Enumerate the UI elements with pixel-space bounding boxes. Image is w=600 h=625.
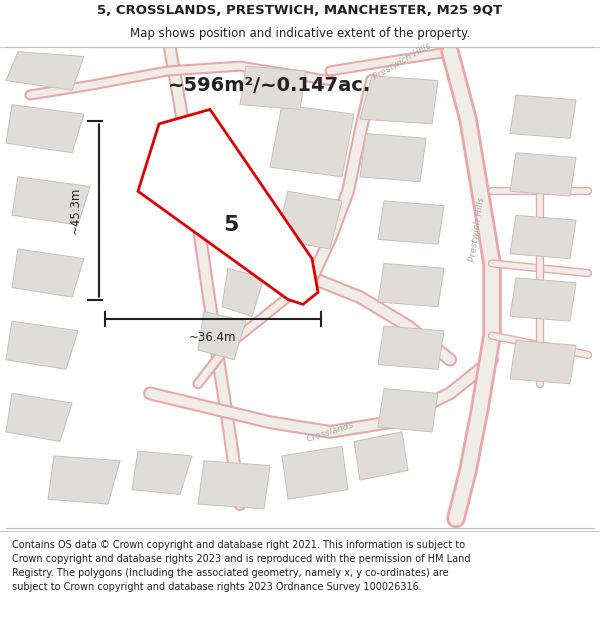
Polygon shape (276, 191, 342, 249)
Text: Prestwich Hills: Prestwich Hills (468, 197, 486, 262)
Polygon shape (198, 311, 246, 359)
Polygon shape (510, 95, 576, 138)
Text: ~596m²/~0.147ac.: ~596m²/~0.147ac. (168, 76, 371, 95)
Polygon shape (378, 326, 444, 369)
Polygon shape (198, 461, 270, 509)
Polygon shape (378, 264, 444, 307)
Polygon shape (360, 134, 426, 182)
Polygon shape (510, 215, 576, 259)
Polygon shape (360, 76, 438, 124)
Text: Contains OS data © Crown copyright and database right 2021. This information is : Contains OS data © Crown copyright and d… (12, 540, 470, 592)
Polygon shape (240, 66, 306, 109)
Polygon shape (222, 268, 264, 316)
Text: Prestwich Hills: Prestwich Hills (371, 41, 433, 81)
Polygon shape (282, 446, 348, 499)
Polygon shape (6, 104, 84, 152)
Polygon shape (6, 393, 72, 441)
Polygon shape (6, 52, 84, 90)
Polygon shape (510, 152, 576, 196)
Polygon shape (510, 341, 576, 384)
Polygon shape (132, 451, 192, 494)
Text: Crosslands: Crosslands (305, 420, 355, 444)
Polygon shape (378, 389, 438, 432)
Polygon shape (378, 201, 444, 244)
Text: 5: 5 (223, 215, 239, 235)
Polygon shape (48, 456, 120, 504)
Polygon shape (138, 109, 318, 304)
Text: 5, CROSSLANDS, PRESTWICH, MANCHESTER, M25 9QT: 5, CROSSLANDS, PRESTWICH, MANCHESTER, M2… (97, 4, 503, 17)
Text: Lane: Lane (194, 199, 208, 222)
Polygon shape (12, 177, 90, 225)
Polygon shape (354, 432, 408, 480)
Text: ~36.4m: ~36.4m (189, 331, 237, 344)
Text: Map shows position and indicative extent of the property.: Map shows position and indicative extent… (130, 28, 470, 40)
Text: ~45.3m: ~45.3m (68, 187, 82, 234)
Polygon shape (6, 321, 78, 369)
Polygon shape (510, 278, 576, 321)
Polygon shape (270, 104, 354, 177)
Polygon shape (12, 249, 84, 297)
Text: Butterstile: Butterstile (182, 134, 202, 181)
